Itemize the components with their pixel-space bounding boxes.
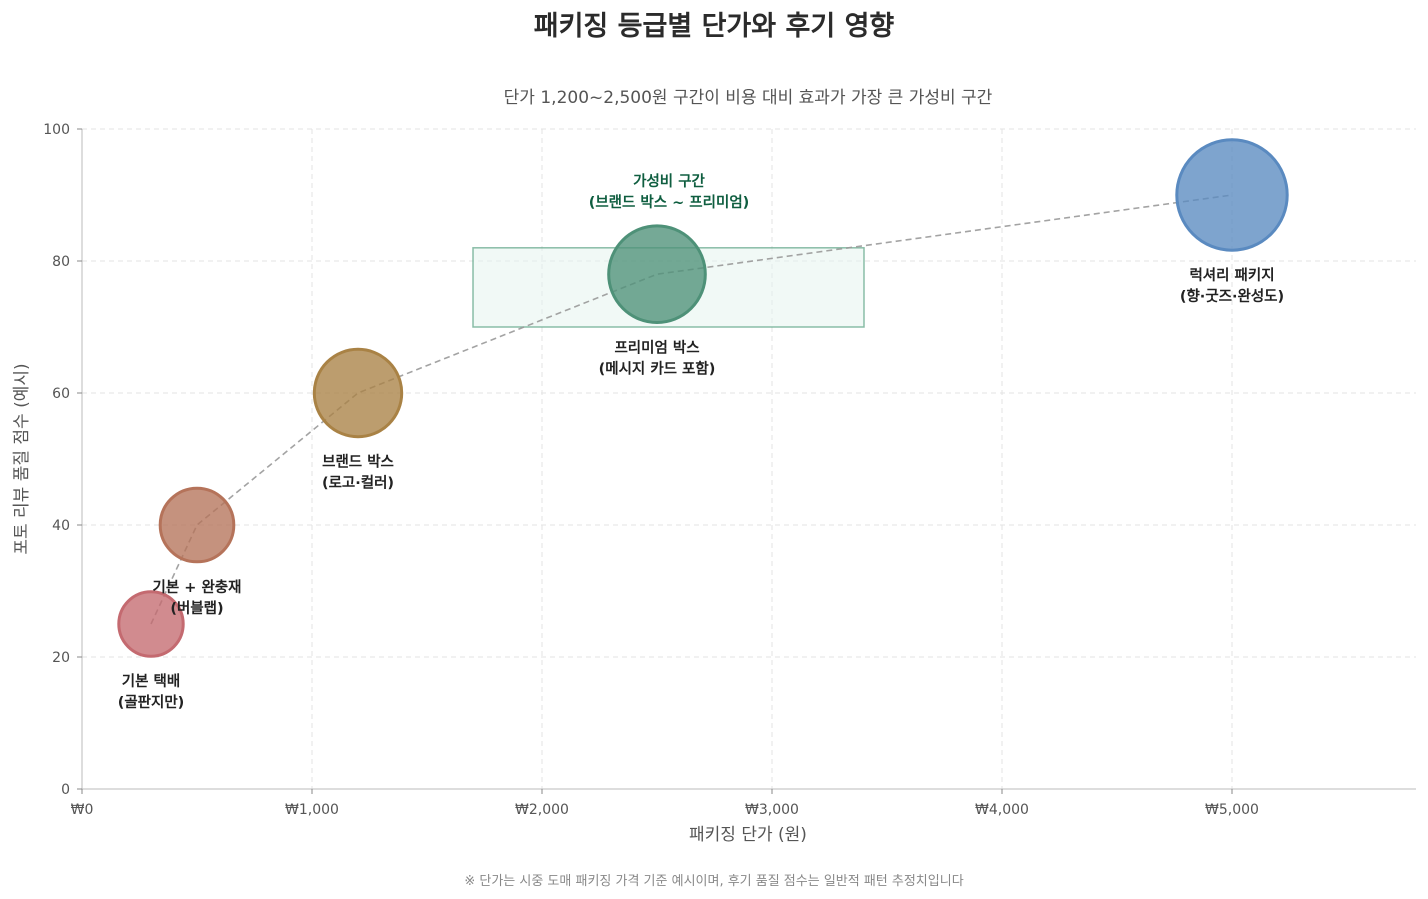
bubble-point [312,347,404,439]
bubble-label-line: (메시지 카드 포함) [599,361,716,378]
x-axis-label: 패키징 단가 (원) [689,825,807,845]
bubble-label-line: (로고·컬러) [322,475,394,492]
y-tick-label: 100 [43,122,70,138]
chart-subtitle: 단가 1,200~2,500원 구간이 비용 대비 효과가 가장 큰 가성비 구… [504,88,993,108]
x-tick-label: ₩4,000 [975,802,1029,818]
bubble-label-line: 기본 택배 [122,672,180,690]
chart-title: 패키징 등급별 단가와 후기 영향 [534,11,895,42]
bubble-label-line: (골판지만) [118,694,185,711]
y-tick-label: 80 [52,254,70,270]
bubble-point [158,486,236,564]
zone-label-line: 가성비 구간 [633,172,705,190]
zone-label-line: (브랜드 박스 ~ 프리미엄) [589,193,750,211]
y-axis-label: 포토 리뷰 품질 점수 (예시) [12,363,32,554]
bubble-label-line: 기본 + 완충재 [153,579,242,596]
axes: ₩0 ₩1,000 ₩2,000 ₩3,000 ₩4,000 ₩5,000 0 20 40 60 8… [43,122,1416,818]
y-tick-label: 60 [52,386,70,402]
x-tick-label: ₩3,000 [745,802,799,818]
bubble-labels: 기본 택배 (골판지만) 기본 + 완충재 (버블랩) 브랜드 박스 (로고·컬러) 프리미… [118,266,1284,711]
x-tick-label: ₩1,000 [285,802,339,818]
bubble-label-line: (향·굿즈·완성도) [1180,287,1284,305]
bubbles [117,138,1289,658]
x-tick-label: ₩2,000 [515,802,569,818]
bubble-point [117,590,185,658]
footnote: ※ 단가는 시중 도매 패키징 가격 기준 예시이며, 후기 품질 점수는 일반… [464,874,963,889]
bubble-label-line: 프리미엄 박스 [614,339,699,357]
x-tick-label: ₩0 [71,802,94,818]
bubble-label-line: (버블랩) [170,599,223,617]
y-tick-label: 0 [61,782,70,798]
y-tick-label: 40 [52,518,70,534]
bubble-point [607,224,707,325]
bubble-label-line: 럭셔리 패키지 [1189,266,1274,284]
bubble-point [1175,138,1289,252]
x-tick-label: ₩5,000 [1205,802,1259,818]
bubble-label-line: 브랜드 박스 [322,454,394,471]
y-tick-label: 20 [52,650,70,666]
